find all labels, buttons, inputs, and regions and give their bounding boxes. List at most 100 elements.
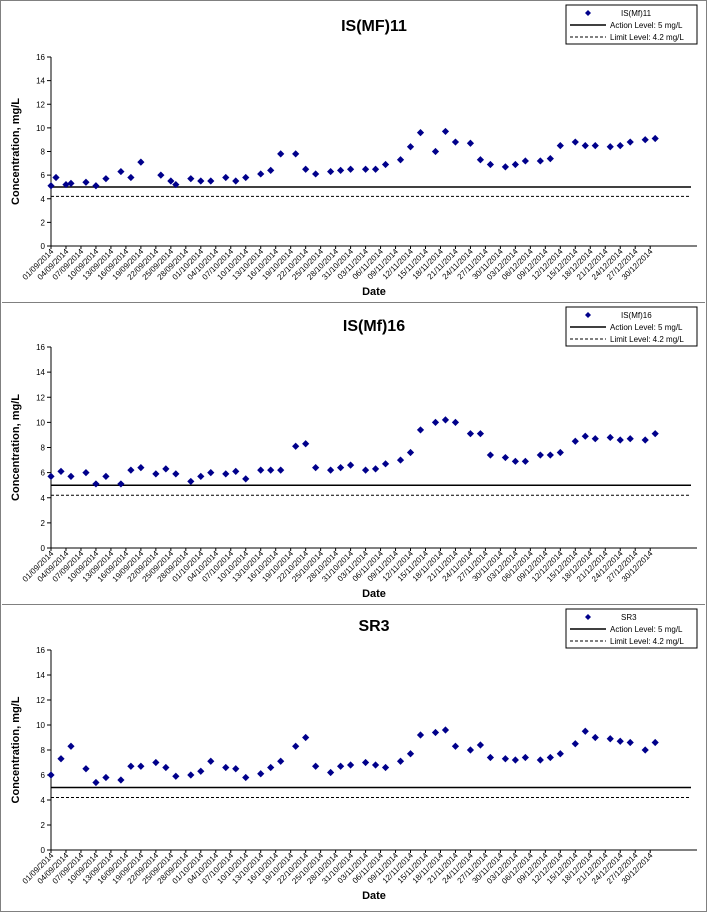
data-point [501, 453, 509, 462]
data-point [431, 418, 440, 426]
data-point [267, 166, 275, 174]
y-tick-label: 16 [36, 53, 45, 62]
data-point [626, 738, 634, 747]
legend-label: IS(Mf)11 [621, 9, 652, 18]
data-point [277, 150, 285, 158]
y-tick-label: 4 [41, 494, 46, 503]
data-point [67, 742, 75, 750]
data-point [47, 182, 55, 190]
data-point [292, 742, 300, 750]
data-point [451, 742, 460, 750]
data-point [302, 733, 310, 742]
y-tick-label: 12 [36, 100, 45, 109]
y-tick-label: 4 [41, 195, 46, 204]
data-point [381, 460, 390, 468]
x-axis-title: Date [362, 588, 386, 600]
y-tick-label: 10 [36, 124, 45, 133]
x-axis-title: Date [362, 286, 386, 298]
y-tick-label: 8 [41, 746, 46, 755]
y-axis-title: Concentration, mg/L [10, 98, 22, 205]
legend-label: Action Level: 5 mg/L [610, 323, 683, 332]
data-point [451, 418, 460, 426]
data-point [466, 746, 475, 754]
y-tick-label: 6 [41, 171, 46, 180]
legend-marker-icon [585, 614, 591, 620]
y-tick-label: 0 [41, 846, 46, 855]
data-point [92, 182, 100, 190]
chart-svg: IS(MF)11024681012141601/09/201404/09/201… [10, 4, 698, 298]
data-point [117, 167, 125, 176]
legend-label: Action Level: 5 mg/L [610, 21, 683, 30]
x-axis-title: Date [362, 890, 386, 902]
data-point [337, 166, 345, 174]
data-point [207, 757, 215, 765]
data-point [416, 129, 425, 137]
data-point [257, 770, 265, 778]
data-point [232, 177, 240, 185]
data-point [476, 430, 485, 438]
data-point [162, 763, 170, 772]
chart-title: SR3 [358, 618, 389, 635]
data-point [441, 127, 450, 136]
data-point [337, 762, 345, 770]
data-point [361, 165, 370, 173]
data-point [406, 750, 415, 758]
data-point [222, 763, 230, 772]
data-point [416, 731, 425, 739]
data-point [197, 767, 205, 775]
data-point [257, 466, 265, 474]
data-point [581, 141, 589, 150]
chart-svg: SR3024681012141601/09/201404/09/201407/0… [10, 608, 698, 902]
data-point [222, 173, 230, 182]
data-point [102, 773, 110, 782]
data-point [571, 740, 579, 748]
legend-label: Limit Level: 4.2 mg/L [610, 637, 684, 646]
data-point [312, 762, 320, 770]
y-tick-label: 8 [41, 444, 46, 453]
chart-title: IS(Mf)16 [343, 318, 405, 335]
data-point [486, 451, 495, 459]
data-point [536, 451, 544, 459]
data-point [162, 465, 170, 473]
legend-label: Action Level: 5 mg/L [610, 625, 683, 634]
chart-panel-is-mf-11: IS(MF)11 0 2 4 6 8 10 12 14 16 01/09/2014 04/09/201… [2, 1, 705, 303]
data-point [486, 753, 495, 762]
data-point [197, 472, 205, 480]
data-point [137, 158, 145, 166]
data-point [312, 464, 320, 472]
data-point [476, 741, 485, 749]
data-point [152, 758, 160, 767]
data-point [267, 466, 275, 474]
data-point [267, 763, 275, 772]
data-point [486, 160, 495, 169]
data-point [187, 175, 195, 183]
data-point [501, 755, 509, 763]
data-point [337, 464, 345, 472]
data-point [102, 175, 110, 183]
data-point [546, 753, 554, 762]
data-point [616, 737, 624, 745]
data-point [511, 756, 519, 764]
data-point [82, 469, 90, 477]
data-point [242, 773, 250, 782]
data-point [466, 430, 475, 438]
data-point [172, 772, 180, 780]
data-point [137, 464, 145, 472]
data-point [277, 757, 285, 765]
data-point [556, 141, 564, 150]
y-tick-label: 14 [36, 671, 45, 680]
y-tick-label: 6 [41, 469, 46, 478]
data-point [127, 762, 135, 770]
y-tick-label: 4 [41, 796, 46, 805]
data-point [57, 755, 65, 763]
data-point [172, 470, 180, 478]
y-tick-label: 2 [41, 218, 46, 227]
data-point [67, 179, 75, 187]
data-point [501, 163, 509, 171]
y-tick-label: 14 [36, 77, 45, 86]
data-point [232, 467, 240, 475]
chart-title: IS(MF)11 [341, 18, 407, 35]
legend-label: Limit Level: 4.2 mg/L [610, 33, 684, 42]
data-point [117, 480, 125, 488]
data-point [416, 426, 425, 434]
